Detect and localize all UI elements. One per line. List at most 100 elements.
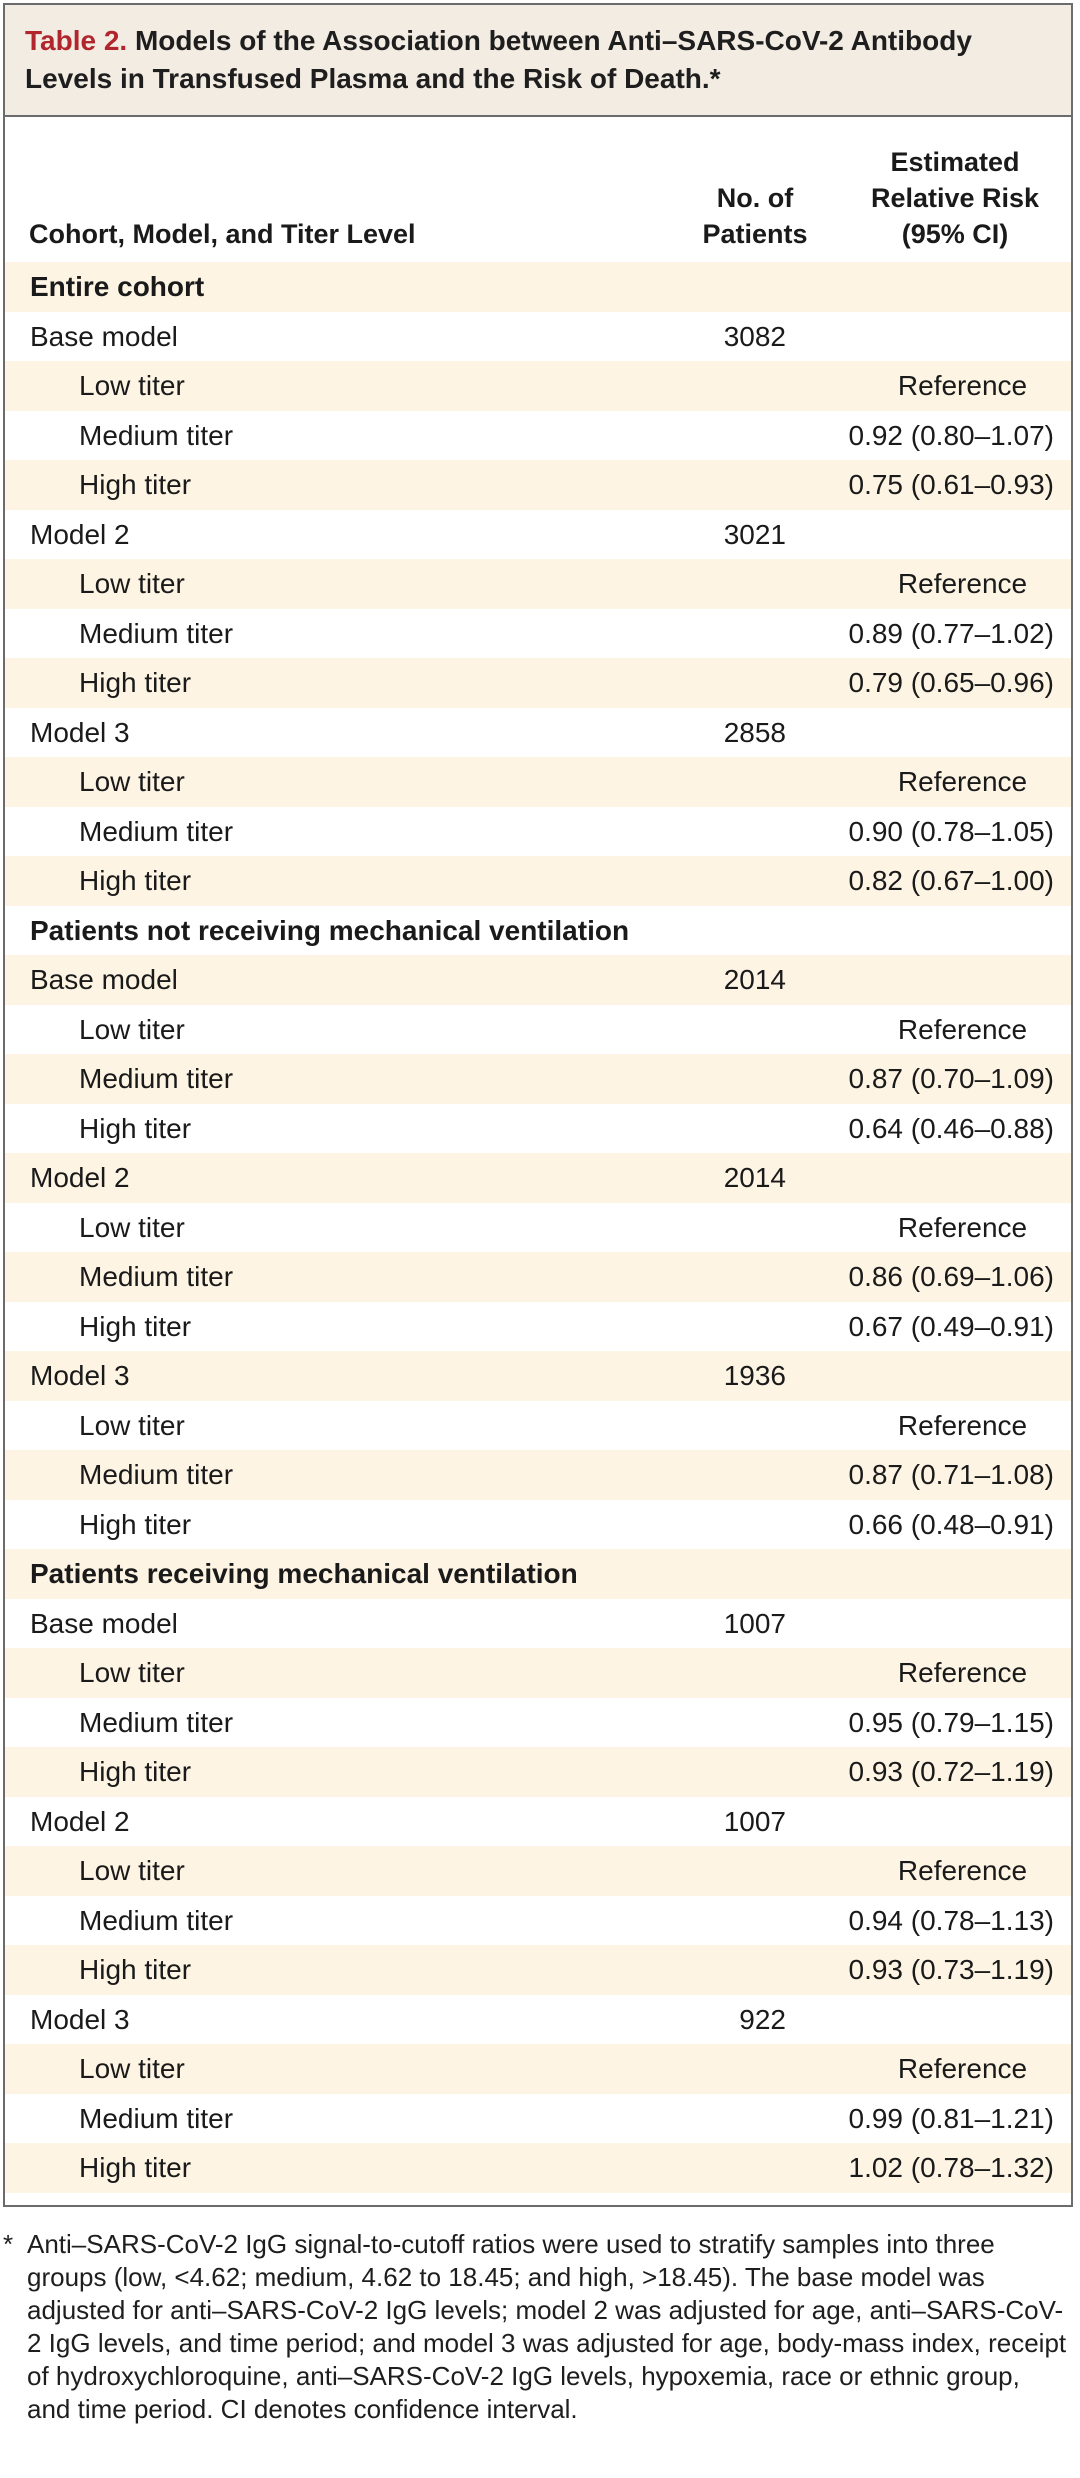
model-row: Base model 2014 [5, 955, 1071, 1005]
titer-label: Low titer [79, 568, 185, 599]
header-risk-line3: (95% CI) [901, 219, 1009, 249]
titer-row: Low titer Reference [5, 1401, 1071, 1451]
table-title: Table 2. Models of the Association betwe… [25, 22, 1051, 98]
relative-risk: 0.64 (0.46–0.88) [848, 1112, 1055, 1144]
table-frame: Table 2. Models of the Association betwe… [3, 3, 1073, 2207]
model-row: Base model 3082 [5, 312, 1071, 362]
titer-row: High titer 0.66 (0.48–0.91) [5, 1500, 1071, 1550]
patient-count: 3021 [723, 518, 786, 550]
section-row: Patients receiving mechanical ventilatio… [5, 1549, 1071, 1599]
relative-risk: 0.86 (0.69–1.06) [848, 1261, 1055, 1292]
patient-count: 1936 [723, 1360, 786, 1391]
model-label: Model 3 [30, 2003, 130, 2035]
patient-count: 2014 [723, 1162, 786, 1193]
cohort-label: Entire cohort [30, 271, 205, 302]
relative-risk: 0.92 (0.80–1.07) [848, 419, 1055, 451]
titer-row: Medium titer 0.86 (0.69–1.06) [5, 1252, 1071, 1302]
model-label: Model 2 [30, 518, 130, 550]
titer-label: Medium titer [79, 815, 234, 847]
relative-risk: 0.99 (0.81–1.21) [848, 2102, 1055, 2134]
titer-row: Medium titer 0.95 (0.79–1.15) [5, 1698, 1071, 1748]
model-label: Base model [30, 964, 178, 995]
model-row: Model 2 1007 [5, 1797, 1071, 1847]
titer-label: High titer [79, 1756, 192, 1787]
model-row: Model 3 922 [5, 1995, 1071, 2045]
titer-row: High titer 1.02 (0.78–1.32) [5, 2143, 1071, 2193]
header-relative-risk: Estimated Relative Risk (95% CI) [850, 144, 1060, 252]
relative-risk: 0.89 (0.77–1.02) [848, 617, 1055, 649]
patient-count: 2014 [723, 964, 786, 995]
titer-label: High titer [79, 2152, 192, 2183]
titer-row: Medium titer 0.89 (0.77–1.02) [5, 609, 1071, 659]
relative-risk: Reference [897, 568, 1028, 599]
titer-row: High titer 0.67 (0.49–0.91) [5, 1302, 1071, 1352]
header-cohort: Cohort, Model, and Titer Level [29, 219, 416, 249]
header-risk-line2: Relative Risk [870, 183, 1040, 213]
relative-risk: 0.87 (0.70–1.09) [848, 1063, 1055, 1094]
titer-label: Low titer [79, 1855, 185, 1886]
model-row: Model 3 1936 [5, 1351, 1071, 1401]
titer-row: High titer 0.93 (0.72–1.19) [5, 1747, 1071, 1797]
patient-count: 922 [739, 2003, 786, 2035]
relative-risk: 0.67 (0.49–0.91) [848, 1310, 1055, 1342]
titer-label: Medium titer [79, 1706, 234, 1738]
table-title-band: Table 2. Models of the Association betwe… [5, 5, 1071, 117]
relative-risk: 0.66 (0.48–0.91) [848, 1508, 1055, 1540]
section-row: Patients not receiving mechanical ventil… [5, 906, 1071, 956]
relative-risk: 0.87 (0.71–1.08) [848, 1459, 1055, 1490]
relative-risk: Reference [897, 766, 1028, 797]
header-patients: No. of Patients [695, 180, 815, 252]
titer-label: Low titer [79, 766, 185, 797]
titer-row: Low titer Reference [5, 757, 1071, 807]
section-row: Entire cohort [5, 262, 1071, 312]
titer-row: High titer 0.75 (0.61–0.93) [5, 460, 1071, 510]
model-label: Base model [30, 1607, 178, 1639]
patient-count: 2858 [723, 716, 786, 748]
titer-label: High titer [79, 667, 192, 698]
titer-label: Medium titer [79, 1459, 234, 1490]
titer-label: High titer [79, 865, 192, 896]
relative-risk: Reference [897, 1409, 1028, 1441]
table-header: Cohort, Model, and Titer Level No. of Pa… [5, 117, 1071, 262]
titer-row: High titer 0.93 (0.73–1.19) [5, 1945, 1071, 1995]
titer-row: Low titer Reference [5, 361, 1071, 411]
titer-label: Low titer [79, 1013, 185, 1045]
relative-risk: 0.95 (0.79–1.15) [848, 1706, 1055, 1738]
titer-label: Low titer [79, 1657, 185, 1688]
titer-row: High titer 0.82 (0.67–1.00) [5, 856, 1071, 906]
titer-row: Low titer Reference [5, 559, 1071, 609]
titer-label: Medium titer [79, 1261, 234, 1292]
header-patients-line2: Patients [702, 219, 808, 249]
titer-label: Low titer [79, 1409, 185, 1441]
titer-label: High titer [79, 1954, 192, 1985]
relative-risk: Reference [897, 370, 1028, 401]
relative-risk: Reference [897, 2053, 1028, 2084]
relative-risk: Reference [897, 1013, 1028, 1045]
model-row: Model 3 2858 [5, 708, 1071, 758]
titer-row: Low titer Reference [5, 2044, 1071, 2094]
relative-risk: 0.93 (0.73–1.19) [848, 1954, 1055, 1985]
patient-count: 3082 [723, 320, 786, 352]
footnote-marker: * [3, 2229, 14, 2259]
relative-risk: 1.02 (0.78–1.32) [848, 2152, 1055, 2183]
cohort-label: Patients not receiving mechanical ventil… [30, 914, 630, 946]
header-risk-line1: Estimated [890, 147, 1020, 177]
relative-risk: 0.93 (0.72–1.19) [848, 1756, 1055, 1787]
titer-label: High titer [79, 469, 192, 500]
titer-row: High titer 0.64 (0.46–0.88) [5, 1104, 1071, 1154]
titer-label: Medium titer [79, 617, 234, 649]
relative-risk: 0.75 (0.61–0.93) [848, 469, 1055, 500]
titer-label: Low titer [79, 370, 185, 401]
titer-label: Medium titer [79, 419, 234, 451]
model-label: Model 3 [30, 1360, 130, 1391]
relative-risk: Reference [897, 1855, 1028, 1886]
titer-row: Low titer Reference [5, 1648, 1071, 1698]
titer-label: Medium titer [79, 1063, 234, 1094]
patient-count: 1007 [723, 1607, 786, 1639]
model-row: Base model 1007 [5, 1599, 1071, 1649]
titer-label: Low titer [79, 1211, 185, 1243]
titer-row: Low titer Reference [5, 1846, 1071, 1896]
titer-label: High titer [79, 1112, 192, 1144]
titer-row: Medium titer 0.92 (0.80–1.07) [5, 411, 1071, 461]
model-row: Model 2 2014 [5, 1153, 1071, 1203]
